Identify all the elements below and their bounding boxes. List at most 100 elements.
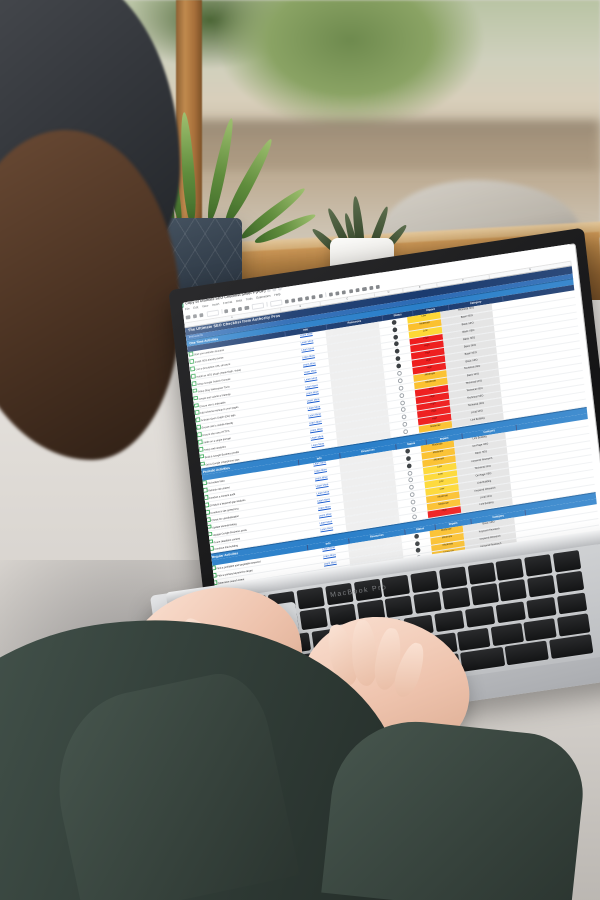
status-radio-icon[interactable] [410,506,416,513]
paint-format-icon[interactable] [199,312,204,318]
functions-icon[interactable] [375,284,381,289]
bold-icon[interactable] [284,299,289,304]
comment-icon[interactable] [355,287,360,293]
keyboard-key[interactable] [490,622,524,646]
font-select[interactable] [251,301,264,311]
checkbox-icon[interactable] [196,432,202,438]
checkbox-icon[interactable] [194,410,200,416]
status-radio-icon[interactable] [405,455,411,462]
checkbox-icon[interactable] [205,509,210,515]
status-radio-icon[interactable] [394,356,401,362]
status-radio-icon[interactable] [401,421,407,428]
keyboard-key[interactable] [457,627,491,651]
status-radio-icon[interactable] [409,492,415,498]
zoom-select[interactable] [206,309,219,318]
checkbox-icon[interactable] [203,495,209,501]
redo-icon[interactable] [185,314,191,320]
fill-color-icon[interactable] [311,294,316,300]
borders-icon[interactable] [318,293,323,299]
keyboard-key[interactable] [410,570,439,593]
filter-icon[interactable] [369,285,374,291]
keyboard-key[interactable] [523,618,558,642]
status-radio-icon[interactable] [391,326,397,333]
italic-icon[interactable] [291,298,296,303]
keyboard-key[interactable] [433,609,465,633]
keyboard-key[interactable] [556,592,588,615]
checkbox-icon[interactable] [206,524,212,530]
keyboard-key[interactable] [495,601,526,624]
status-radio-icon[interactable] [396,370,402,377]
keyboard-key[interactable] [438,566,468,589]
checkbox-icon[interactable] [192,388,197,394]
font-size-select[interactable] [269,299,283,308]
checkbox-icon[interactable] [193,395,198,401]
keyboard-key[interactable] [524,554,553,577]
status-radio-icon[interactable] [406,470,413,476]
checkbox-icon[interactable] [193,402,199,408]
status-radio-icon[interactable] [393,341,399,347]
keyboard-key[interactable] [464,605,496,629]
status-radio-icon[interactable] [392,334,398,340]
keyboard-key[interactable] [552,550,582,573]
checkbox-icon[interactable] [205,517,211,522]
status-radio-icon[interactable] [400,407,406,413]
star-icon[interactable] [267,288,272,293]
status-radio-icon[interactable] [394,348,400,355]
keyboard-key[interactable] [495,558,525,581]
checkbox-icon[interactable] [197,439,203,445]
status-radio-icon[interactable] [395,363,401,369]
print-icon[interactable] [192,313,197,319]
status-radio-icon[interactable] [413,533,419,539]
status-radio-icon[interactable] [406,463,412,469]
checkbox-icon[interactable] [196,424,201,430]
status-radio-icon[interactable] [398,385,404,391]
checkbox-icon[interactable] [189,359,194,364]
keyboard-key[interactable] [470,583,499,606]
keyboard-key[interactable] [299,608,329,631]
text-wrap-icon[interactable] [342,289,347,295]
keyboard-key[interactable] [296,586,326,610]
decimal-decrease-icon[interactable] [237,306,243,312]
checkbox-icon[interactable] [207,531,213,537]
text-color-icon[interactable] [304,295,310,301]
status-radio-icon[interactable] [391,319,397,326]
checkbox-icon[interactable] [200,461,205,467]
folder-move-icon[interactable] [272,287,277,292]
status-radio-icon[interactable] [410,499,416,505]
checkbox-icon[interactable] [191,380,197,386]
checkbox-icon[interactable] [188,351,194,357]
checkbox-icon[interactable] [190,366,195,372]
status-radio-icon[interactable] [402,429,408,435]
keyboard-key[interactable] [555,571,585,594]
checkbox-icon[interactable] [198,446,204,452]
checkbox-icon[interactable] [202,480,207,486]
status-radio-icon[interactable] [397,378,403,384]
keyboard-key[interactable] [527,575,556,598]
currency-icon[interactable] [224,308,229,314]
percent-icon[interactable] [231,307,236,313]
keyboard-key[interactable] [413,591,442,614]
checkbox-icon[interactable] [195,417,201,423]
status-radio-icon[interactable] [399,400,405,406]
checkbox-icon[interactable] [202,487,208,493]
status-radio-icon[interactable] [415,548,421,554]
keyboard-key[interactable] [498,579,528,602]
status-radio-icon[interactable] [414,540,420,547]
keyboard-key[interactable] [441,587,471,610]
keyboard-key[interactable] [384,595,414,618]
link-icon[interactable] [348,288,354,294]
strikethrough-icon[interactable] [298,296,303,302]
decimal-increase-icon[interactable] [244,305,249,310]
status-radio-icon[interactable] [407,477,413,484]
status-radio-icon[interactable] [404,448,410,454]
checkbox-icon[interactable] [190,373,196,379]
chart-icon[interactable] [362,286,367,292]
status-radio-icon[interactable] [401,414,407,420]
vertical-align-icon[interactable] [335,290,340,296]
checkbox-icon[interactable] [199,454,204,459]
status-radio-icon[interactable] [398,392,404,399]
menu-file[interactable]: File [184,306,190,312]
status-radio-icon[interactable] [411,514,417,520]
checkbox-icon[interactable] [204,502,209,508]
align-icon[interactable] [328,292,333,297]
